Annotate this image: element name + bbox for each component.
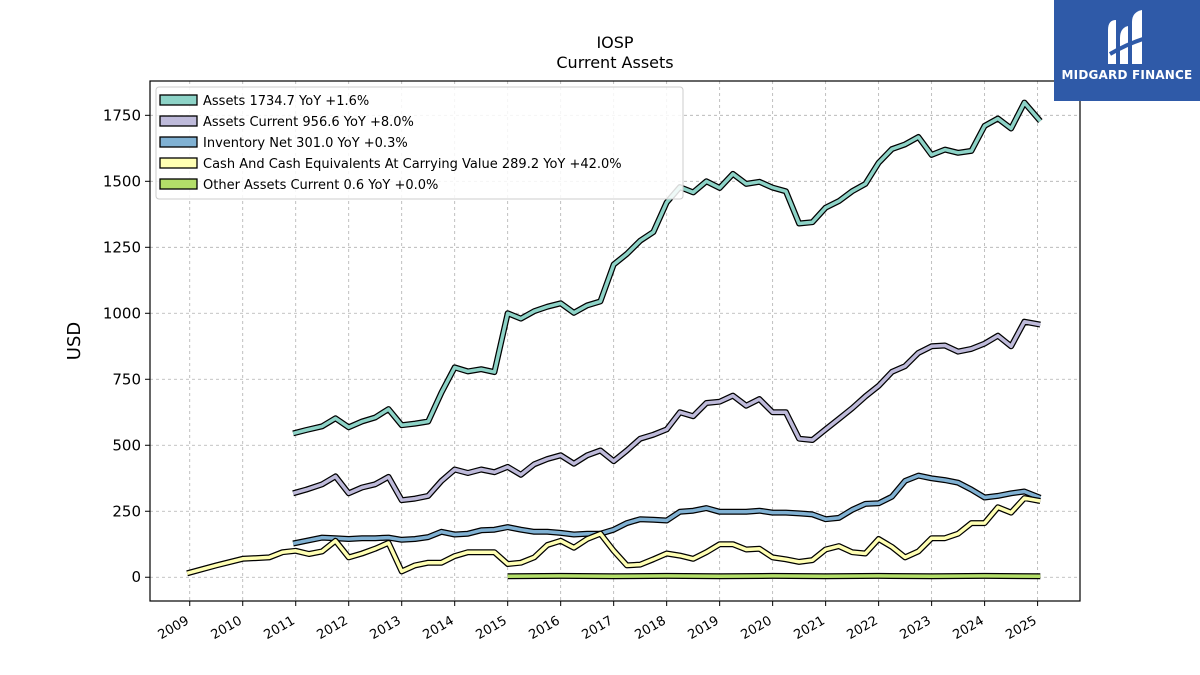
y-axis: 0 250 500 750 1000 1250 1500 1750 — [103, 106, 150, 586]
legend: Assets 1734.7 YoY +1.6% Assets Current 95… — [155, 86, 684, 200]
legend-label: Cash And Cash Equivalents At Carrying Va… — [203, 157, 622, 172]
y-tick-label: 1750 — [103, 106, 141, 124]
legend-swatch — [159, 136, 198, 148]
legend-swatch — [159, 94, 198, 106]
brand-logo: MIDGARD FINANCE — [1054, 0, 1200, 101]
y-tick-label: 1000 — [103, 304, 141, 322]
legend-box — [155, 86, 684, 200]
legend-label: Assets Current 956.6 YoY +8.0% — [203, 115, 414, 130]
y-tick-label: 250 — [112, 502, 141, 520]
series-0 — [292, 99, 1043, 437]
y-tick-label: 750 — [112, 370, 141, 388]
brand-name: MIDGARD FINANCE — [1061, 68, 1193, 82]
midgard-m-logo-icon — [1108, 10, 1147, 64]
legend-label: Other Assets Current 0.6 YoY +0.0% — [203, 178, 438, 193]
chart-title: IOSP — [596, 33, 633, 52]
series-3 — [186, 495, 1041, 577]
y-axis-label: USD — [64, 322, 85, 360]
series-line — [292, 100, 1042, 436]
y-tick-label: 1500 — [103, 172, 141, 190]
chart-subtitle: Current Assets — [556, 53, 673, 72]
legend-label: Assets 1734.7 YoY +1.6% — [203, 94, 369, 109]
y-tick-label: 1250 — [103, 238, 141, 256]
legend-label: Inventory Net 301.0 YoY +0.3% — [203, 136, 408, 151]
legend-swatch — [159, 178, 198, 190]
legend-swatch — [159, 115, 198, 127]
series-line — [292, 319, 1041, 502]
series-lines — [186, 99, 1043, 580]
series-line — [292, 473, 1041, 546]
series-line — [186, 496, 1041, 575]
y-tick-label: 0 — [131, 568, 141, 586]
series-1 — [292, 318, 1041, 504]
legend-swatch — [159, 157, 198, 169]
plot-frame — [149, 80, 1081, 602]
series-2 — [292, 472, 1042, 547]
y-tick-label: 500 — [112, 436, 141, 454]
